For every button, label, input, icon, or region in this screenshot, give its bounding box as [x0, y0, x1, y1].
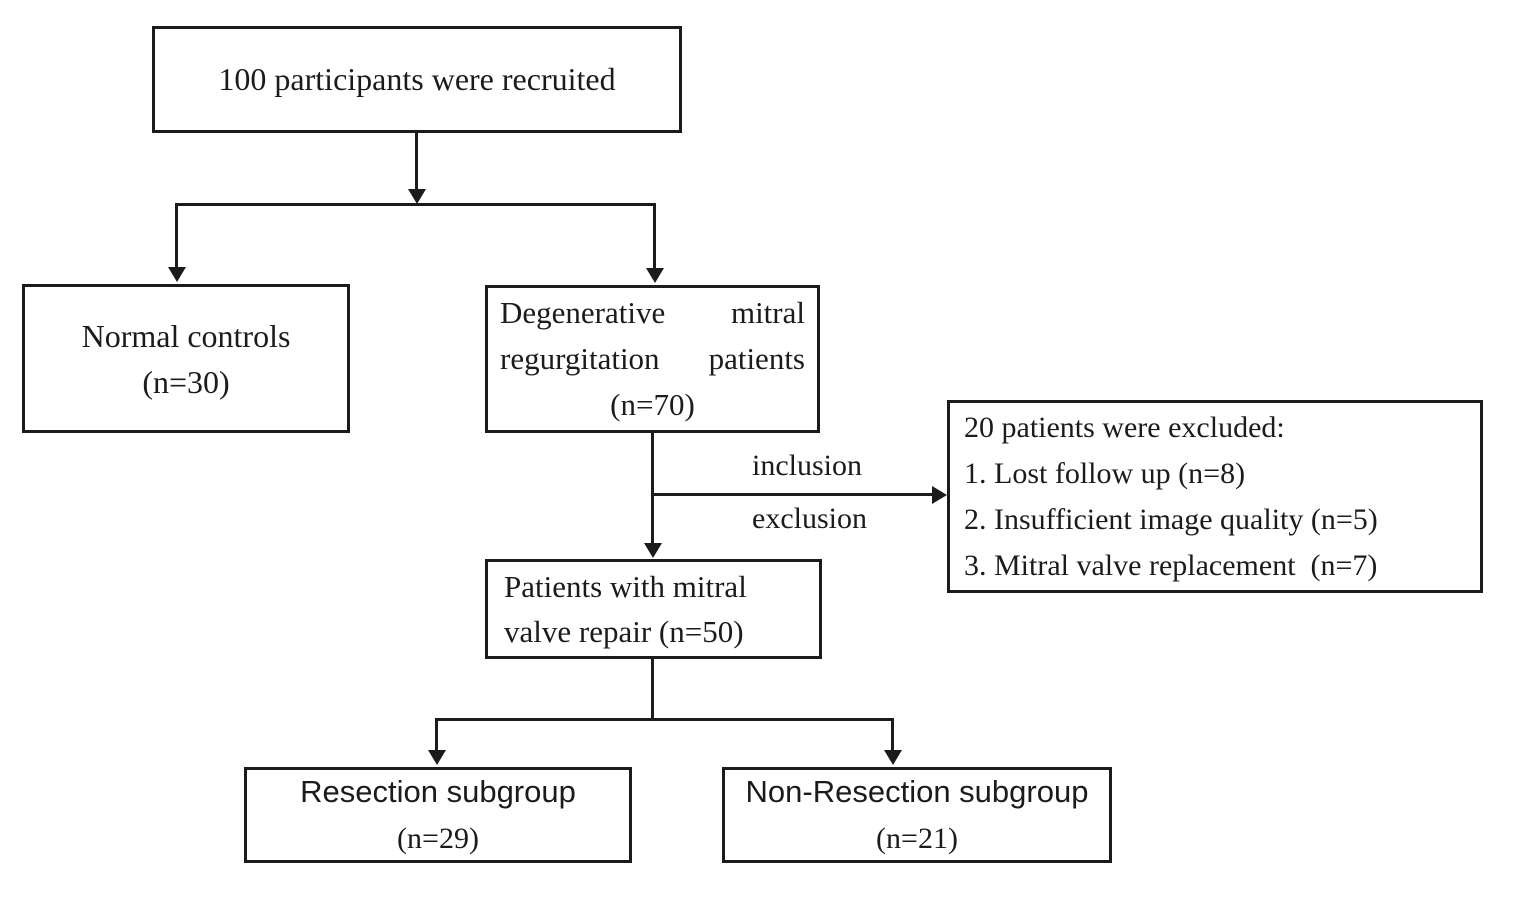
connector-exclusion-branch: [652, 493, 932, 496]
box-dmr-patients: Degenerative mitral regurgitation patien…: [485, 285, 820, 433]
box-normal-controls: Normal controls (n=30): [22, 284, 350, 433]
dmr-line2: regurgitation patients: [500, 341, 805, 376]
arrow-down-icon: [646, 268, 664, 283]
box-resection-subgroup: Resection subgroup (n=29): [244, 767, 632, 863]
excluded-title: 20 patients were excluded:: [964, 410, 1285, 444]
box-non-resection-subgroup: Non-Resection subgroup (n=21): [722, 767, 1112, 863]
connector-dmr-down: [651, 433, 654, 543]
normal-controls-count: (n=30): [142, 363, 230, 400]
connector-split2-horizontal: [435, 718, 894, 721]
arrow-down-icon: [428, 750, 446, 765]
connector-to-normal: [175, 203, 178, 267]
connector-to-non-resection: [891, 718, 894, 752]
box-recruited: 100 participants were recruited: [152, 26, 682, 133]
normal-controls-line1: Normal controls: [81, 317, 291, 354]
mv-repair-line2: valve repair (n=50): [504, 614, 744, 649]
dmr-line1: Degenerative mitral: [500, 295, 805, 330]
arrow-down-icon: [408, 189, 426, 204]
excluded-item: 3. Mitral valve replacement (n=7): [964, 548, 1378, 582]
excluded-item: 2. Insufficient image quality (n=5): [964, 502, 1378, 536]
box-mv-repair: Patients with mitral valve repair (n=50): [485, 559, 822, 659]
arrow-down-icon: [644, 543, 662, 558]
inclusion-label: inclusion: [752, 449, 862, 482]
arrow-right-icon: [932, 486, 947, 504]
mv-repair-line1: Patients with mitral: [504, 569, 747, 604]
connector-repair-down: [651, 659, 654, 721]
connector-to-dmr: [653, 203, 656, 268]
resection-line1: Resection subgroup: [300, 774, 576, 809]
non-resection-line1: Non-Resection subgroup: [745, 774, 1089, 809]
exclusion-label: exclusion: [752, 502, 867, 535]
connector-split1-horizontal: [175, 203, 656, 206]
connector-recruited-down: [415, 133, 418, 190]
recruited-text: 100 participants were recruited: [218, 61, 616, 97]
arrow-down-icon: [168, 267, 186, 282]
arrow-down-icon: [884, 750, 902, 765]
box-excluded: 20 patients were excluded: 1. Lost follo…: [947, 400, 1483, 593]
non-resection-count: (n=21): [876, 822, 958, 855]
resection-count: (n=29): [397, 822, 479, 855]
excluded-item: 1. Lost follow up (n=8): [964, 456, 1246, 490]
connector-to-resection: [435, 718, 438, 752]
dmr-count: (n=70): [610, 387, 695, 422]
